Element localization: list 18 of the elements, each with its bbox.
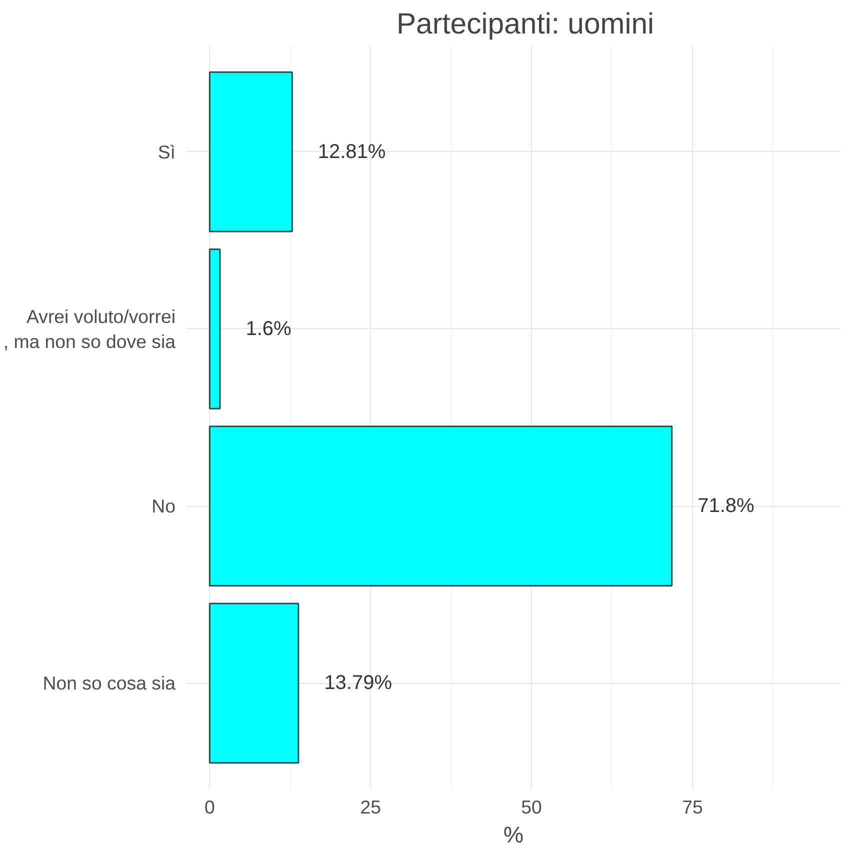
data-label: 1.6% <box>246 318 292 340</box>
y-tick-label: Avrei voluto/vorrei , ma non so dove sia <box>3 306 176 352</box>
y-tick-label: Non so cosa sia <box>42 672 176 694</box>
x-tick-label: 75 <box>682 796 703 818</box>
bar <box>208 602 300 764</box>
y-tick-label: Sì <box>158 141 176 162</box>
data-label: 12.81% <box>318 140 386 163</box>
y-tick-label: No <box>152 496 176 517</box>
bar <box>208 248 221 410</box>
chart-title: Partecipanti: uomini <box>396 8 654 40</box>
data-label: 71.8% <box>698 495 755 518</box>
bar <box>208 71 293 232</box>
bar <box>208 426 673 587</box>
x-tick-label: 0 <box>204 796 215 818</box>
x-tick-label: 50 <box>521 796 542 818</box>
x-tick-label: 25 <box>360 796 381 818</box>
data-label: 13.79% <box>324 672 392 694</box>
x-axis-title: % <box>503 822 524 848</box>
